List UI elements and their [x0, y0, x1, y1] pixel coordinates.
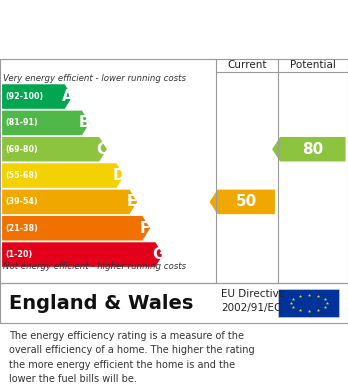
- Text: The energy efficiency rating is a measure of the
overall efficiency of a home. T: The energy efficiency rating is a measur…: [9, 331, 254, 384]
- Polygon shape: [2, 242, 163, 267]
- Text: (21-38): (21-38): [6, 224, 38, 233]
- Text: England & Wales: England & Wales: [9, 294, 193, 312]
- Text: Current: Current: [227, 60, 267, 70]
- Text: (69-80): (69-80): [6, 145, 38, 154]
- Polygon shape: [2, 190, 137, 214]
- Text: Not energy efficient - higher running costs: Not energy efficient - higher running co…: [3, 262, 187, 271]
- Text: F: F: [140, 221, 150, 236]
- Polygon shape: [2, 111, 90, 135]
- Polygon shape: [2, 84, 72, 109]
- Polygon shape: [2, 163, 124, 188]
- Text: Energy Efficiency Rating: Energy Efficiency Rating: [9, 33, 249, 51]
- Text: E: E: [127, 194, 137, 210]
- Bar: [278, 289, 339, 317]
- Text: (39-54): (39-54): [6, 197, 38, 206]
- Polygon shape: [209, 190, 275, 214]
- Text: D: D: [113, 168, 126, 183]
- Text: (92-100): (92-100): [6, 92, 44, 101]
- Polygon shape: [272, 137, 346, 161]
- Text: C: C: [96, 142, 108, 157]
- Polygon shape: [2, 216, 150, 240]
- Polygon shape: [2, 137, 107, 161]
- Text: B: B: [79, 115, 90, 130]
- Text: 50: 50: [236, 194, 257, 210]
- Text: Potential: Potential: [290, 60, 336, 70]
- Text: Very energy efficient - lower running costs: Very energy efficient - lower running co…: [3, 74, 187, 83]
- Text: (1-20): (1-20): [6, 250, 33, 259]
- Text: EU Directive
2002/91/EC: EU Directive 2002/91/EC: [221, 289, 285, 313]
- Text: A: A: [62, 89, 73, 104]
- Text: (55-68): (55-68): [6, 171, 38, 180]
- Text: G: G: [152, 247, 164, 262]
- Text: 80: 80: [302, 142, 324, 157]
- Text: (81-91): (81-91): [6, 118, 38, 127]
